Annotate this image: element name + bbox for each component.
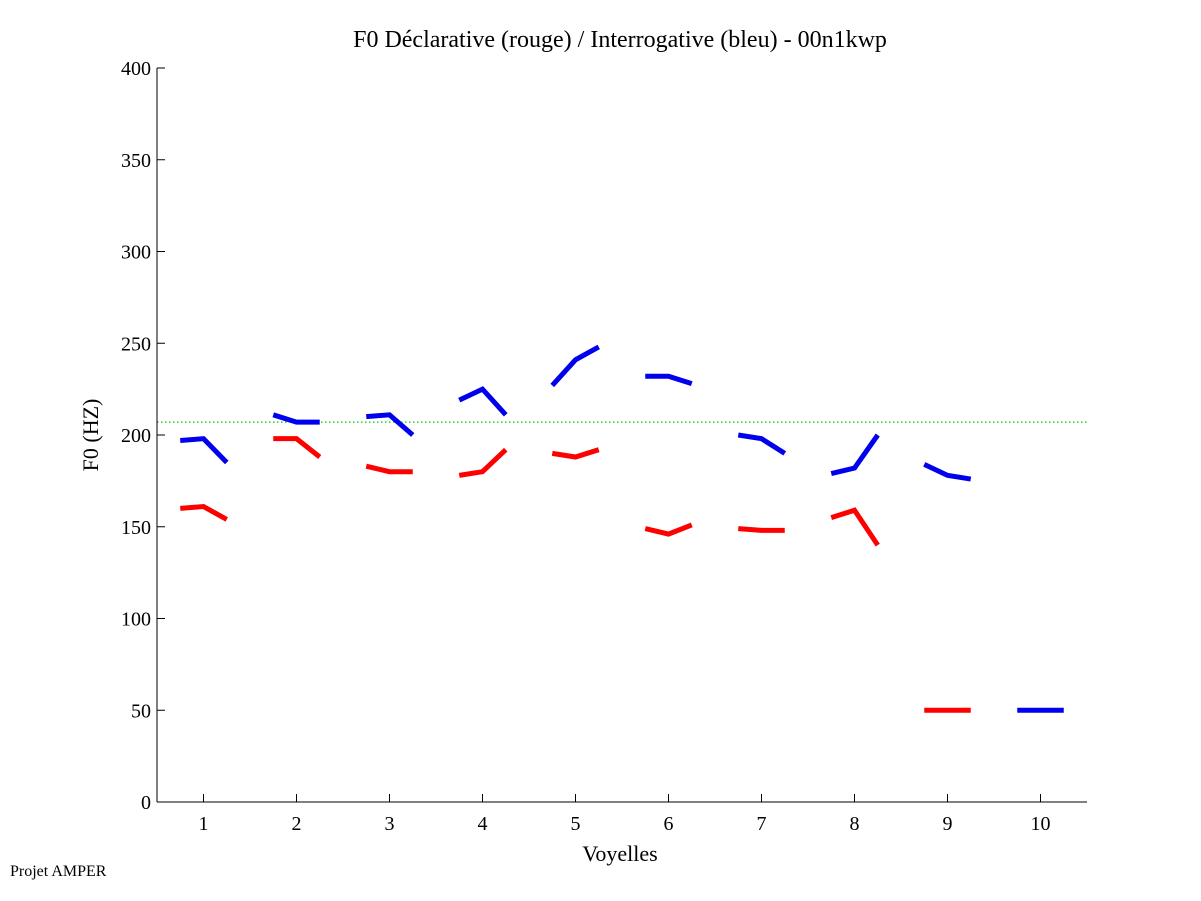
x-tick-label: 5 (571, 813, 581, 835)
y-axis-label: F0 (HZ) (78, 399, 103, 472)
x-tick-label: 7 (757, 813, 767, 835)
y-tick-label: 300 (121, 242, 151, 264)
series-0-segment-0 (180, 504, 228, 522)
chart-title: F0 Déclarative (rouge) / Interrogative (… (353, 27, 887, 53)
y-tick-label: 200 (121, 425, 151, 447)
series-0-segment-7 (830, 507, 880, 547)
series-1-segment-2 (366, 412, 415, 437)
series-0-segment-6 (738, 526, 785, 533)
series-0-segment-1 (273, 436, 322, 459)
footer-credit: Projet AMPER (10, 863, 107, 880)
series-1-segment-4 (550, 344, 600, 388)
x-tick-label: 4 (478, 813, 488, 835)
x-tick-label: 9 (943, 813, 953, 835)
series-1-segment-3 (458, 386, 508, 417)
series-1-segment-1 (272, 412, 320, 425)
series-0-segment-2 (365, 463, 413, 475)
x-tick-label: 2 (292, 813, 302, 835)
ticks-layer: 0 50 100 150 200 250 300 350 400 1 2 3 4 5 6 7 8 9 10 (121, 58, 1051, 835)
y-tick-label: 50 (131, 700, 151, 722)
axes-layer (156, 68, 1087, 803)
y-tick-label: 150 (121, 517, 151, 539)
series-1-segment-7 (830, 433, 880, 476)
series-0-segment-4 (551, 447, 600, 460)
x-tick-label: 6 (664, 813, 674, 835)
x-tick-label: 8 (850, 813, 860, 835)
y-tick-label: 0 (141, 792, 151, 814)
series-0-segment-5 (644, 522, 693, 537)
y-tick-label: 100 (121, 609, 151, 631)
series-1-segment-0 (180, 436, 229, 465)
y-tick-label: 350 (121, 150, 151, 172)
series-0-segment-3 (458, 447, 508, 478)
y-tick-label: 400 (121, 58, 151, 80)
x-axis-label: Voyelles (582, 841, 657, 866)
series-1-segment-8 (923, 462, 972, 482)
x-tick-label: 10 (1031, 813, 1051, 835)
x-tick-label: 3 (385, 813, 395, 835)
series-layer (180, 344, 1064, 713)
series-1-segment-5 (645, 373, 693, 387)
y-tick-label: 250 (121, 333, 151, 355)
x-tick-label: 1 (199, 813, 209, 835)
series-1-segment-6 (737, 432, 787, 456)
